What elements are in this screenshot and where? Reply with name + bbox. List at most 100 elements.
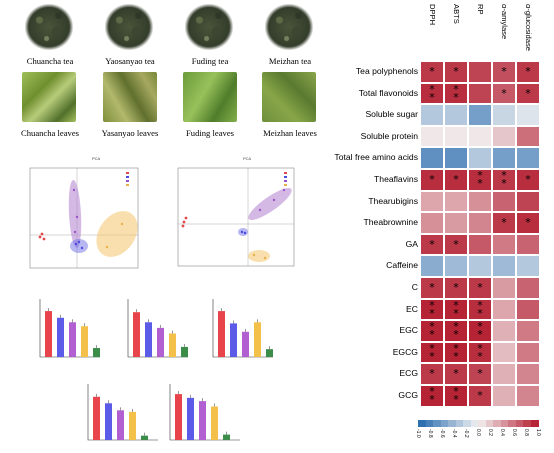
bar [211,406,218,440]
bar-chart-3 [212,299,273,358]
colorbar-swatch [455,420,464,427]
heatmap-cell [420,363,444,385]
heatmap-cell [492,277,516,299]
significance-star: * [477,328,483,342]
heatmap-row-label: EGCG [392,346,418,357]
heatmap-cell [516,190,540,213]
heatmap-cell [468,320,492,342]
significance-star: * [501,169,507,182]
heatmap-cell [420,233,444,256]
heatmap-cell [444,277,468,299]
bar [69,322,76,357]
heatmap-cell [492,320,516,342]
heatmap-cell [420,212,444,234]
significance-star: * [429,90,435,104]
heatmap-cell [444,298,468,321]
heatmap-row-label: EC [406,303,418,314]
heatmap-cell [444,169,468,191]
heatmap-cell [420,255,444,277]
heatmap-row-label: Total free amino acids [334,152,418,163]
significance-star: * [453,306,459,320]
heatmap-cell [468,61,492,83]
bar-axis [127,299,188,358]
bar [129,411,136,440]
significance-star: * [453,367,459,381]
heatmap-cell [516,341,540,364]
photo-caption: Meizhan leaves [263,128,317,138]
significance-star: * [477,169,483,182]
heatmap-cell [468,169,492,191]
significance-star: * [429,173,435,186]
fuding-tea-photo [185,4,233,50]
significance-star: * [477,298,483,312]
photo-caption: Meizhan tea [268,56,312,66]
bar [254,322,261,357]
colorbar-swatch [478,420,486,427]
heatmap-cell [492,298,516,321]
heatmap-cell [468,212,492,234]
heatmap-cell [492,255,516,277]
heatmap-cell [444,341,468,364]
heatmap-cell [468,255,492,277]
heatmap-cell [468,147,492,169]
heatmap-cell [444,385,468,407]
heatmap-row-label: GA [405,238,418,249]
bar [230,323,237,357]
heatmap-cell [420,147,444,169]
heatmap-cell [492,190,516,213]
chuancha-tea-photo [25,4,73,50]
heatmap-row-label: Thearubigins [368,195,418,206]
significance-star: * [429,65,435,78]
colorbar-swatch [508,420,516,427]
photo-caption: Fuding tea [191,56,229,66]
heatmap-cell [420,341,444,364]
colorbar-swatch [418,420,426,427]
heatmap-cell [468,277,492,299]
heatmap-column-label: RP [476,4,485,15]
pca-title: PCA [243,156,252,161]
bar-chart-2 [127,299,188,358]
photo-caption: Yasanyao leaves [101,128,159,138]
heatmap-cell [444,104,468,126]
photo-caption: Chuancha tea [26,56,74,66]
heatmap-cell [444,320,468,342]
heatmap-cell [492,169,516,191]
bar [93,396,100,440]
significance-star: * [453,90,459,104]
heatmap-cell [468,298,492,321]
heatmap-cell [444,125,468,148]
heatmap-cell [516,169,540,191]
heatmap-cell [516,385,540,407]
significance-star: * [429,82,435,96]
heatmap-row-label: Tea polyphenols [355,66,418,76]
colorbar-swatch [470,420,479,427]
significance-star: * [429,298,435,312]
pca-plot-2 [177,167,295,267]
heatmap-cell [420,298,444,321]
colorbar-swatch [515,420,524,427]
heatmap-cell [444,147,468,169]
heatmap-cell [516,104,540,126]
heatmap-cell [420,104,444,126]
heatmap-row-label: EGC [399,325,418,336]
photo-caption: Fuding leaves [186,128,234,138]
heatmap-cell [492,341,516,364]
bar [223,434,230,440]
significance-star: * [477,177,483,190]
significance-star: * [453,328,459,342]
yaosanyao-tea-photo [105,4,153,50]
colorbar-tick-label: 0.6 [511,429,517,436]
colorbar-swatch [425,420,434,427]
heatmap-cell [492,125,516,148]
significance-star: * [429,237,435,251]
heatmap-row-label: GCG [398,390,418,400]
colorbar-tick-label: -1.0 [415,429,421,438]
colorbar-swatch [448,420,456,427]
significance-star: * [525,173,531,186]
significance-star: * [453,298,459,312]
heatmap-cell [492,104,516,126]
significance-star: * [429,320,435,334]
significance-star: * [477,306,483,320]
significance-star: * [501,86,507,100]
significance-star: * [453,65,459,78]
